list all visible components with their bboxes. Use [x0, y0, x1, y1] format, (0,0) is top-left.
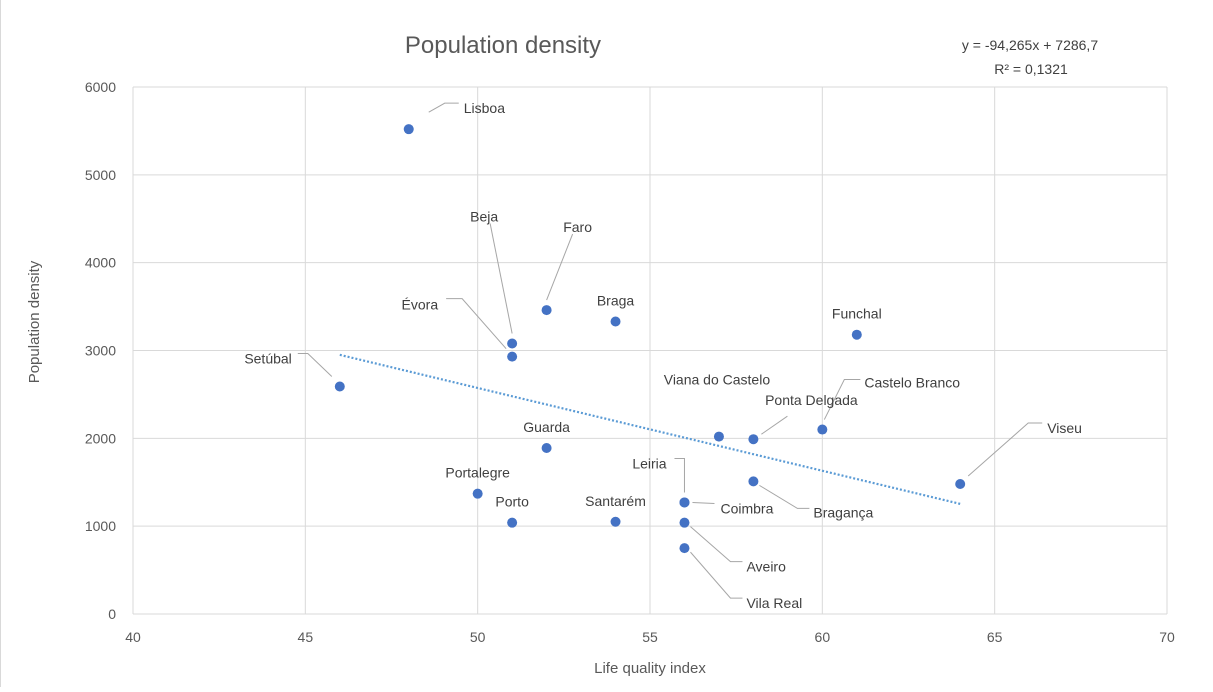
leader-line	[546, 233, 574, 301]
data-label: Aveiro	[746, 559, 786, 575]
data-label: Lisboa	[464, 100, 505, 116]
data-point	[507, 517, 518, 528]
y-tick-label: 6000	[85, 79, 116, 95]
data-point	[713, 431, 724, 442]
x-tick-label: 40	[125, 629, 141, 645]
data-label: Viana do Castelo	[664, 372, 771, 388]
data-label: Setúbal	[244, 351, 291, 367]
data-label: Faro	[563, 219, 592, 235]
y-tick-label: 4000	[85, 255, 116, 271]
data-point	[403, 124, 414, 135]
data-label: Porto	[495, 494, 529, 510]
data-label: Portalegre	[445, 465, 510, 481]
data-point	[541, 442, 552, 453]
data-label: Vila Real	[746, 595, 802, 611]
x-tick-label: 55	[642, 629, 658, 645]
data-label: Leiria	[632, 455, 666, 471]
chart-title: Population density	[405, 32, 601, 59]
leader-line	[297, 353, 333, 377]
data-point	[955, 479, 966, 490]
data-point	[541, 305, 552, 316]
data-point	[817, 424, 828, 435]
leader-line	[967, 422, 1043, 477]
data-point	[507, 338, 518, 349]
y-tick-label: 2000	[85, 430, 116, 446]
leader-line	[759, 484, 810, 509]
leader-line	[446, 298, 507, 349]
y-tick-label: 1000	[85, 518, 116, 534]
leader-line	[690, 526, 743, 563]
trendline-r-squared: R² = 0,1321	[994, 61, 1068, 77]
data-point	[748, 434, 759, 445]
data-label: Guarda	[523, 419, 570, 435]
x-tick-label: 45	[298, 629, 314, 645]
data-label: Coimbra	[720, 500, 773, 516]
x-tick-label: 65	[987, 629, 1003, 645]
leader-line	[428, 102, 459, 113]
data-label: Évora	[402, 297, 439, 313]
leader-line	[674, 457, 685, 493]
data-point	[610, 316, 621, 327]
data-label: Braga	[597, 293, 635, 309]
data-labels: Lisboa Beja Faro Évora Braga Funchal Setúbal Vi…	[244, 100, 1082, 611]
data-label: Ponta Delgada	[765, 392, 858, 408]
y-tick-label: 0	[108, 606, 116, 622]
leader-line	[823, 379, 861, 420]
leader-line	[690, 551, 743, 599]
data-point	[851, 329, 862, 340]
data-label: Castelo Branco	[864, 375, 960, 391]
data-point	[679, 543, 690, 554]
data-points	[334, 124, 966, 554]
data-point	[748, 476, 759, 487]
data-point	[679, 497, 690, 508]
data-label: Viseu	[1047, 420, 1082, 436]
leader-lines	[297, 102, 1043, 599]
data-point	[334, 381, 345, 392]
y-tick-label: 5000	[85, 167, 116, 183]
x-tick-label: 50	[470, 629, 486, 645]
data-point	[507, 351, 518, 362]
x-tick-label: 70	[1159, 629, 1175, 645]
data-point	[472, 488, 483, 499]
y-tick-label: 3000	[85, 343, 116, 359]
y-axis-title: Population density	[26, 260, 43, 383]
leader-line	[489, 223, 513, 334]
leader-line	[761, 415, 788, 435]
data-point	[679, 517, 690, 528]
gridlines	[132, 86, 1168, 615]
x-tick-label: 60	[815, 629, 831, 645]
data-label: Beja	[470, 208, 498, 224]
x-axis-title: Life quality index	[594, 660, 706, 677]
trendline-equation: y = -94,265x + 7286,7	[962, 37, 1098, 53]
leader-line	[692, 501, 715, 504]
data-point	[610, 516, 621, 527]
data-label: Santarém	[585, 493, 646, 509]
tick-labels: 40 45 50 55 60 65 70 0 1000 2000 3000 4000 5000 6000	[85, 79, 1175, 645]
data-label: Bragança	[813, 504, 873, 520]
data-label: Funchal	[832, 306, 882, 322]
